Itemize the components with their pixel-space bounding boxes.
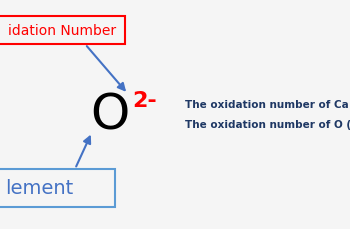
Text: idation Number: idation Number [8,24,116,38]
Text: 2-: 2- [132,91,157,111]
Text: O: O [90,91,130,138]
FancyBboxPatch shape [0,17,125,45]
Text: The oxidation number of O (oxyg: The oxidation number of O (oxyg [185,120,350,129]
Text: The oxidation number of Ca (calc: The oxidation number of Ca (calc [185,100,350,109]
FancyBboxPatch shape [0,169,115,207]
Text: lement: lement [5,179,73,198]
